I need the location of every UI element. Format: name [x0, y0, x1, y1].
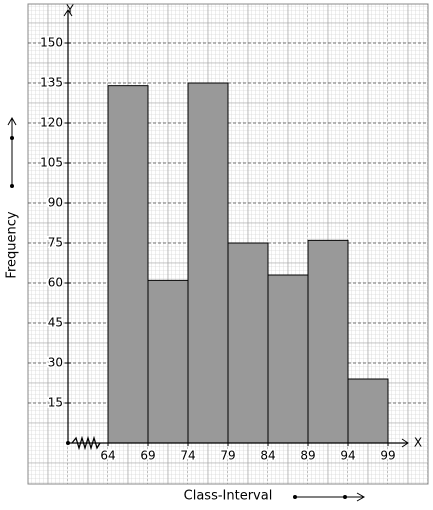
bar — [147, 279, 189, 444]
y-tick-label: 75 — [48, 236, 63, 250]
y-tick-label: 105 — [40, 156, 63, 170]
y-axis-letter: Y — [65, 3, 74, 17]
bar — [227, 242, 269, 444]
y-axis-label: Frequency — [5, 211, 20, 278]
x-axis-letter: X — [414, 436, 422, 450]
x-tick-label: 69 — [140, 449, 155, 463]
y-tick-label: 90 — [48, 196, 63, 210]
x-axis-arrow — [401, 438, 409, 448]
bar — [267, 274, 309, 444]
origin — [66, 441, 70, 445]
bar — [107, 85, 149, 444]
x-label-arrow — [293, 492, 366, 502]
y-tick-label: 60 — [48, 276, 63, 290]
x-tick-label: 84 — [260, 449, 275, 463]
y-tick-label: 30 — [48, 356, 63, 370]
bar — [307, 239, 349, 444]
y-tick-label: 15 — [48, 396, 63, 410]
x-tick-label: 94 — [340, 449, 355, 463]
x-tick-label: 64 — [100, 449, 115, 463]
x-tick-label: 99 — [380, 449, 395, 463]
y-tick-label: 120 — [40, 116, 63, 130]
y-tick-label: 45 — [48, 316, 63, 330]
y-tick-label: 135 — [40, 76, 63, 90]
y-axis-arrow — [63, 9, 73, 17]
bar — [187, 82, 229, 444]
x-axis-label: Class-Interval — [184, 489, 273, 504]
x-tick-label: 74 — [180, 449, 195, 463]
x-tick-label: 89 — [300, 449, 315, 463]
axis-break — [71, 435, 101, 451]
x-tick-label: 79 — [220, 449, 235, 463]
y-label-arrow — [7, 116, 17, 188]
y-tick-label: 150 — [40, 36, 63, 50]
bar — [347, 378, 389, 444]
